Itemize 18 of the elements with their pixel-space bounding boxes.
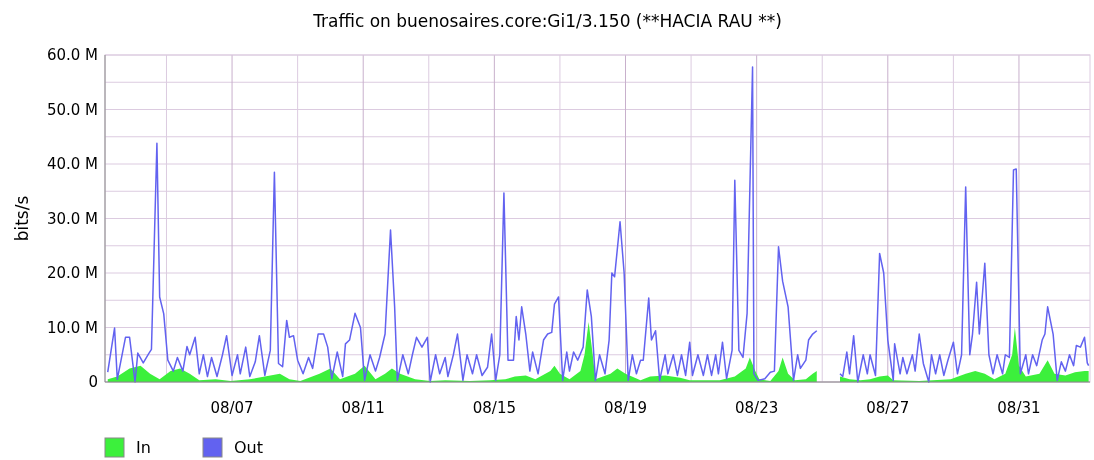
x-tick-label: 08/23 — [735, 399, 779, 417]
x-tick-label: 08/07 — [210, 399, 254, 417]
chart-title: Traffic on buenosaires.core:Gi1/3.150 (**HACIA RAU **) — [312, 11, 782, 31]
legend-label: In — [136, 438, 151, 457]
x-tick-label: 08/27 — [866, 399, 910, 417]
x-tick-label: 08/15 — [472, 399, 516, 417]
y-tick-label: 30.0 M — [46, 209, 98, 228]
x-tick-label: 08/19 — [603, 399, 648, 417]
y-axis-title: bits/s — [12, 195, 32, 242]
y-tick-label: 0 — [88, 373, 98, 392]
y-tick-label: 20.0 M — [46, 264, 98, 283]
y-tick-label: 50.0 M — [46, 100, 98, 119]
y-tick-label: 60.0 M — [46, 46, 98, 65]
y-tick-label: 10.0 M — [46, 318, 98, 337]
x-tick-label: 08/11 — [341, 399, 385, 417]
legend-label: Out — [234, 438, 264, 457]
x-tick-label: 08/31 — [997, 399, 1041, 417]
y-tick-label: 40.0 M — [46, 155, 98, 174]
